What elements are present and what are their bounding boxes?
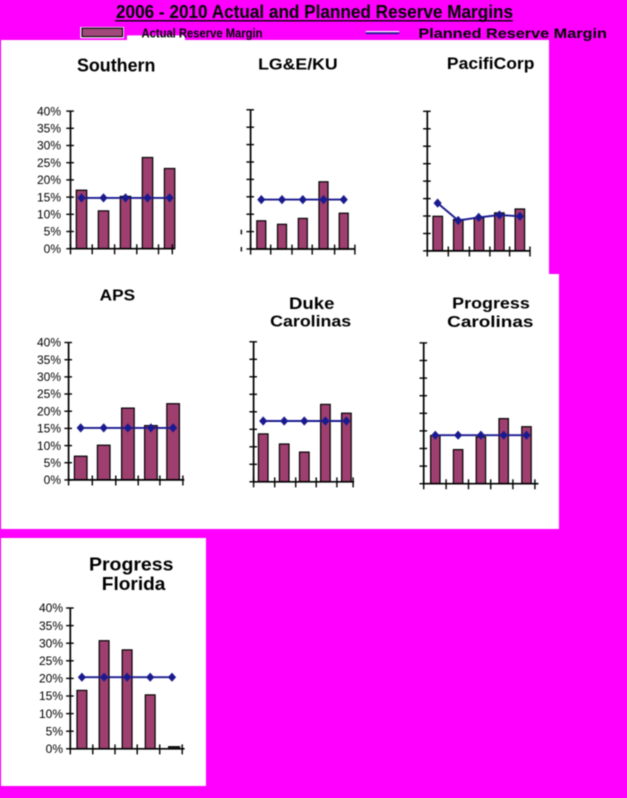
svg-text:35%: 35% (37, 122, 61, 136)
svg-text:Southern: Southern (77, 56, 156, 76)
svg-text:5%: 5% (44, 456, 62, 470)
svg-text:Progress: Progress (452, 295, 530, 312)
svg-text:30%: 30% (39, 636, 63, 650)
svg-text:5%: 5% (46, 724, 64, 738)
svg-text:0%: 0% (46, 742, 64, 756)
svg-text:40%: 40% (37, 104, 61, 118)
svg-text:10%: 10% (39, 707, 63, 721)
svg-text:15%: 15% (37, 422, 61, 436)
svg-text:Carolinas: Carolinas (447, 314, 533, 331)
svg-text:Planned Reserve Margin: Planned Reserve Margin (418, 25, 607, 41)
svg-text:25%: 25% (37, 156, 61, 170)
svg-text:40%: 40% (37, 336, 61, 350)
svg-text:Florida: Florida (102, 574, 167, 594)
svg-text:5%: 5% (44, 225, 62, 239)
svg-text:40%: 40% (39, 601, 63, 615)
svg-text:20%: 20% (37, 173, 61, 187)
svg-text:30%: 30% (37, 370, 61, 384)
svg-text:35%: 35% (39, 619, 63, 633)
svg-text:30%: 30% (37, 139, 61, 153)
svg-text:25%: 25% (39, 654, 63, 668)
svg-text:35%: 35% (37, 353, 61, 367)
svg-text:25%: 25% (37, 387, 61, 401)
svg-text:LG&E/KU: LG&E/KU (258, 56, 338, 73)
svg-text:10%: 10% (37, 439, 61, 453)
svg-text:20%: 20% (37, 404, 61, 418)
svg-text:APS: APS (100, 288, 136, 305)
svg-text:20%: 20% (39, 672, 63, 686)
svg-text:10%: 10% (37, 208, 61, 222)
svg-text:Carolinas: Carolinas (270, 314, 351, 331)
svg-text:PacifiCorp: PacifiCorp (447, 55, 535, 73)
svg-text:Actual Reserve Margin: Actual Reserve Margin (142, 26, 263, 41)
svg-text:Duke: Duke (289, 295, 334, 313)
svg-text:15%: 15% (37, 190, 61, 204)
svg-text:2006 - 2010 Actual and Planned: 2006 - 2010 Actual and Planned Reserve M… (116, 2, 513, 22)
svg-text:0%: 0% (44, 242, 62, 256)
svg-text:0%: 0% (44, 473, 62, 487)
svg-text:15%: 15% (39, 689, 63, 703)
svg-text:Progress: Progress (89, 555, 173, 575)
